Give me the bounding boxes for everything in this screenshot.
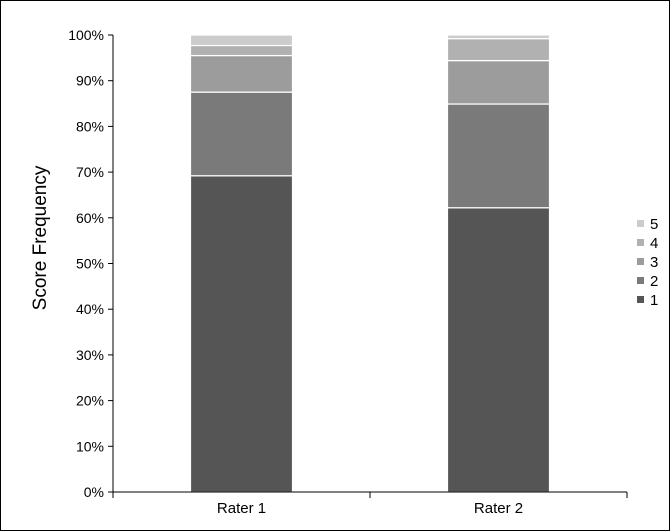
bar-segment-rater-1-score-4 (189, 44, 294, 57)
legend-swatch-1 (637, 296, 644, 303)
bars-layer (189, 34, 551, 493)
legend-swatch-2 (637, 277, 644, 284)
legend-label-5: 5 (650, 216, 658, 233)
y-tick-label: 90% (76, 73, 104, 89)
y-tick-label: 30% (76, 347, 104, 363)
legend-swatch-5 (637, 220, 644, 227)
legend: 5 4 3 2 1 (637, 216, 658, 309)
bar-segment-rater-2-score-1 (446, 207, 551, 493)
bar-segment-rater-2-score-3 (446, 59, 551, 105)
x-tick-label: Rater 1 (217, 500, 266, 517)
y-tick-label: 20% (76, 393, 104, 409)
bar-segment-rater-1-score-1 (189, 175, 294, 493)
axes-layer: Rater 1 Rater 2 0% 10% 20% 30% 40% 50% 60% 70% 80%… (68, 27, 628, 517)
bar-segment-rater-1-score-5 (189, 34, 294, 47)
legend-label-1: 1 (650, 292, 658, 309)
y-tick-label: 0% (84, 484, 104, 500)
x-tick-label: Rater 2 (474, 500, 523, 517)
y-tick-label: 60% (76, 210, 104, 226)
bar-segment-rater-1-score-3 (189, 54, 294, 93)
y-tick-label: 10% (76, 438, 104, 454)
y-axis-title: Score Frequency (30, 165, 51, 310)
y-tick-label: 40% (76, 301, 104, 317)
y-tick-label: 50% (76, 256, 104, 272)
legend-swatch-4 (637, 239, 644, 246)
legend-label-4: 4 (650, 235, 658, 252)
legend-label-2: 2 (650, 273, 658, 290)
y-tick-label: 100% (68, 27, 104, 43)
bar-segment-rater-2-score-4 (446, 38, 551, 62)
legend-label-3: 3 (650, 254, 658, 271)
bar-segment-rater-1-score-2 (189, 91, 294, 177)
legend-swatch-3 (637, 258, 644, 265)
y-tick-label: 70% (76, 164, 104, 180)
bar-segment-rater-2-score-5 (446, 34, 551, 40)
bar-segment-rater-2-score-2 (446, 103, 551, 209)
y-tick-label: 80% (76, 118, 104, 134)
